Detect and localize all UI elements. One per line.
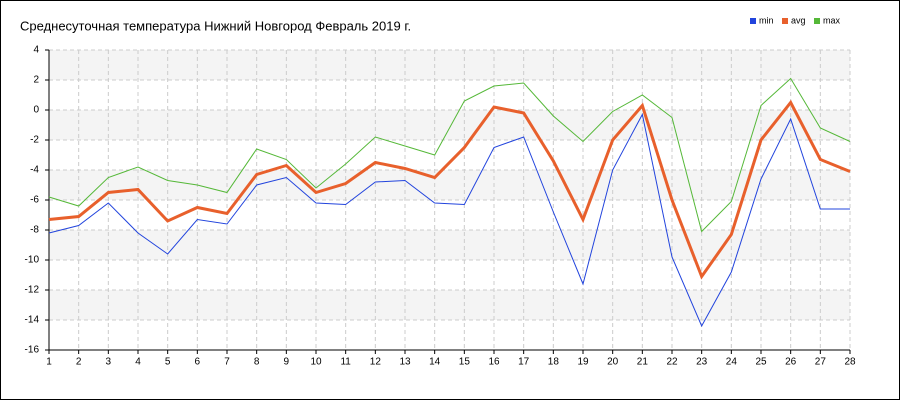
x-tick-label: 21 — [637, 357, 649, 368]
x-tick-label: 1 — [46, 357, 52, 368]
x-tick-label: 14 — [429, 357, 441, 368]
y-tick-label: -16 — [25, 345, 40, 356]
grid-band — [49, 170, 850, 200]
legend-label: avg — [791, 15, 806, 25]
y-tick-label: -10 — [25, 255, 40, 266]
x-tick-label: 3 — [106, 357, 112, 368]
x-tick-label: 5 — [165, 357, 171, 368]
x-tick-label: 24 — [726, 357, 738, 368]
x-tick-label: 22 — [666, 357, 678, 368]
x-tick-label: 26 — [785, 357, 797, 368]
x-tick-label: 18 — [548, 357, 560, 368]
series-line — [48, 77, 851, 233]
x-tick-label: 10 — [310, 357, 322, 368]
x-tick-label: 12 — [370, 357, 382, 368]
x-tick-label: 7 — [224, 357, 230, 368]
y-tick-label: -14 — [25, 315, 40, 326]
grid-band — [49, 290, 850, 320]
x-tick-label: 6 — [195, 357, 201, 368]
x-tick-label: 27 — [815, 357, 827, 368]
x-tick-label: 11 — [340, 357, 351, 368]
x-tick-label: 8 — [254, 357, 260, 368]
legend-swatch — [814, 18, 820, 24]
chart-title: Среднесуточная температура Нижний Новгор… — [20, 18, 411, 33]
x-tick-label: 4 — [135, 357, 141, 368]
series-line — [48, 99, 851, 280]
y-tick-label: -2 — [30, 135, 39, 146]
y-tick-label: 4 — [33, 45, 39, 56]
y-tick-label: -6 — [30, 195, 39, 206]
x-tick-label: 25 — [755, 357, 767, 368]
legend-label: max — [823, 15, 841, 25]
x-tick-label: 2 — [76, 357, 82, 368]
y-tick-label: 2 — [33, 75, 39, 86]
grid-band — [49, 110, 850, 140]
x-tick-label: 15 — [459, 357, 471, 368]
x-tick-label: 13 — [399, 357, 411, 368]
x-tick-label: 28 — [844, 357, 856, 368]
x-tick-label: 9 — [284, 357, 290, 368]
x-tick-label: 19 — [577, 357, 589, 368]
legend-swatch — [750, 18, 756, 24]
x-tick-label: 20 — [607, 357, 619, 368]
grid-band — [49, 50, 850, 80]
series-line — [48, 113, 850, 328]
x-tick-label: 16 — [488, 357, 500, 368]
y-tick-label: -12 — [25, 285, 40, 296]
y-tick-label: 0 — [33, 105, 39, 116]
x-tick-label: 17 — [518, 357, 530, 368]
legend-label: min — [759, 15, 774, 25]
x-tick-label: 23 — [696, 357, 708, 368]
legend-swatch — [782, 18, 788, 24]
y-tick-label: -4 — [30, 165, 39, 176]
y-tick-label: -8 — [30, 225, 39, 236]
